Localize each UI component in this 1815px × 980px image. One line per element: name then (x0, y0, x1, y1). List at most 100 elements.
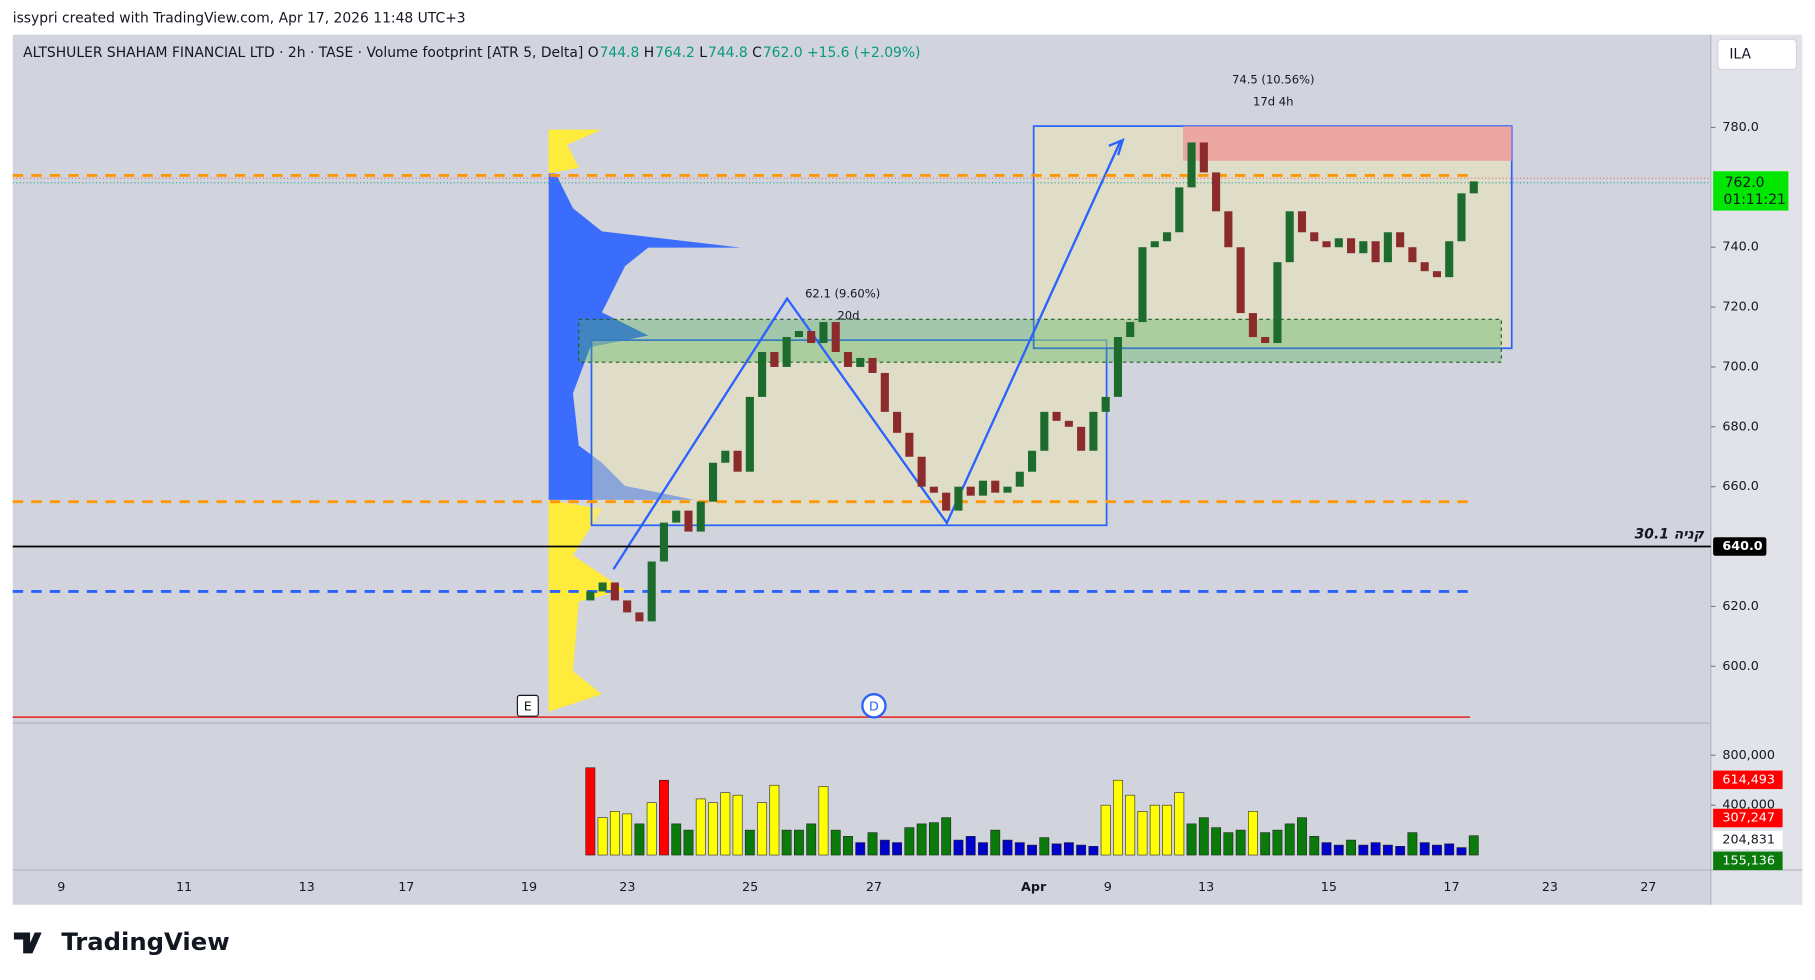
volume-bar (683, 829, 694, 856)
volume-bar (1444, 843, 1455, 856)
x-tick-label: 27 (1640, 880, 1656, 895)
y-tick-label: 740.0 (1722, 240, 1758, 255)
volume-bar (806, 823, 817, 856)
y-tick-label: 600.0 (1722, 659, 1758, 674)
range-box (1032, 125, 1513, 350)
x-tick-label: 13 (1198, 880, 1214, 895)
candle-body (610, 582, 619, 601)
candle-body (893, 411, 902, 433)
event-marker[interactable] (861, 693, 887, 719)
symbol: ALTSHULER SHAHAM FINANCIAL LTD · 2h · TA… (23, 45, 583, 61)
credit: issypri created with TradingView.com, Ap… (13, 11, 466, 27)
volume-bar (1137, 811, 1148, 856)
x-tick-label: 15 (1321, 880, 1337, 895)
volume-bar (732, 794, 743, 856)
volume-bar (1272, 829, 1283, 856)
event-label: D (869, 699, 879, 714)
volume-bar (646, 802, 657, 856)
currency: ILA (1729, 46, 1751, 62)
volume-bar (671, 823, 682, 856)
volume-bar (1076, 844, 1087, 856)
candle-body (1052, 411, 1061, 421)
candle-body (1089, 411, 1098, 451)
volume-bar (990, 829, 1001, 856)
measure-label: 20d (837, 308, 859, 322)
candle-body (770, 351, 779, 367)
candle-body (1236, 247, 1245, 314)
volume-bar (1223, 832, 1234, 856)
logo-text: TradingView (61, 927, 229, 956)
candle-body (1224, 211, 1233, 248)
x-tick-label: 17 (398, 880, 414, 895)
volume-bar (855, 842, 866, 856)
volume-label-bg (1713, 808, 1783, 828)
candle-body (1334, 238, 1343, 248)
volume-bar (843, 836, 853, 856)
volume-bar (1407, 832, 1418, 856)
candle-body (635, 612, 644, 622)
measure-label: 74.5 (10.56%) (1232, 72, 1315, 86)
range-box (590, 339, 1108, 527)
y-tick-label: 700.0 (1722, 359, 1758, 374)
y-tick-label: 720.0 (1722, 300, 1758, 315)
volume-bar (744, 829, 755, 856)
candle-body (733, 450, 742, 472)
target-zone (1182, 126, 1512, 161)
ohlc-value: 744.8 (708, 45, 748, 61)
volume-profile (548, 129, 741, 712)
currency-box (1717, 38, 1798, 70)
candle-body (929, 486, 938, 493)
candle-body (1359, 241, 1368, 254)
candle-body (1432, 271, 1442, 278)
logo: TradingView (13, 927, 230, 956)
candle-body (905, 432, 914, 457)
pattern-arrow (612, 140, 1122, 570)
x-tick-label: 19 (521, 880, 537, 895)
volume-bar (892, 842, 903, 856)
volume-bar (622, 813, 633, 856)
candle-body (1150, 241, 1159, 248)
y-tick-label: 680.0 (1722, 419, 1758, 434)
volume-bar (941, 817, 952, 856)
volume-bar (1333, 844, 1344, 856)
volume-bar (1125, 794, 1136, 856)
ohlc-key: H (644, 45, 654, 61)
candle-body (758, 351, 767, 397)
x-tick-label: Apr (1021, 880, 1047, 895)
volume-bar (1002, 839, 1013, 856)
volume-bar (1468, 835, 1479, 856)
candle-body (880, 372, 889, 412)
volume-bar (928, 822, 939, 856)
candle-body (1261, 337, 1270, 344)
candle-body (1408, 247, 1417, 263)
candle-body (794, 331, 803, 338)
candle-body (1077, 426, 1086, 451)
candle-body (1040, 411, 1049, 451)
volume-bar (904, 827, 915, 856)
buy-note: 30.1 קניה (1635, 527, 1705, 543)
ohlc-value: 744.8 (600, 45, 640, 61)
volume-bar (1432, 844, 1442, 856)
volume-bar (965, 836, 976, 856)
ohlc-value: 762.0 (763, 45, 803, 61)
candle-body (1469, 181, 1478, 194)
volume-label: 307,247 (1722, 811, 1775, 826)
volume-bar (818, 786, 829, 856)
y-tick-label: 660.0 (1722, 479, 1758, 494)
event-marker[interactable] (516, 694, 539, 717)
volume-label: 155,136 (1722, 853, 1775, 868)
volume-bar (1321, 842, 1332, 856)
volume-bar (1198, 817, 1209, 856)
volume-bar (1297, 817, 1307, 856)
ohlc-key: O (588, 45, 599, 61)
chart-bg (12, 34, 1803, 905)
candle-body (1175, 187, 1184, 233)
volume-bar (1395, 846, 1406, 856)
candle-body (659, 522, 669, 562)
logo-mark (13, 932, 42, 954)
support-zone (578, 318, 1502, 363)
measure-label: 17d 4h (1253, 94, 1293, 108)
y-tick-label: 780.0 (1722, 120, 1758, 135)
volume-bar (609, 811, 620, 856)
